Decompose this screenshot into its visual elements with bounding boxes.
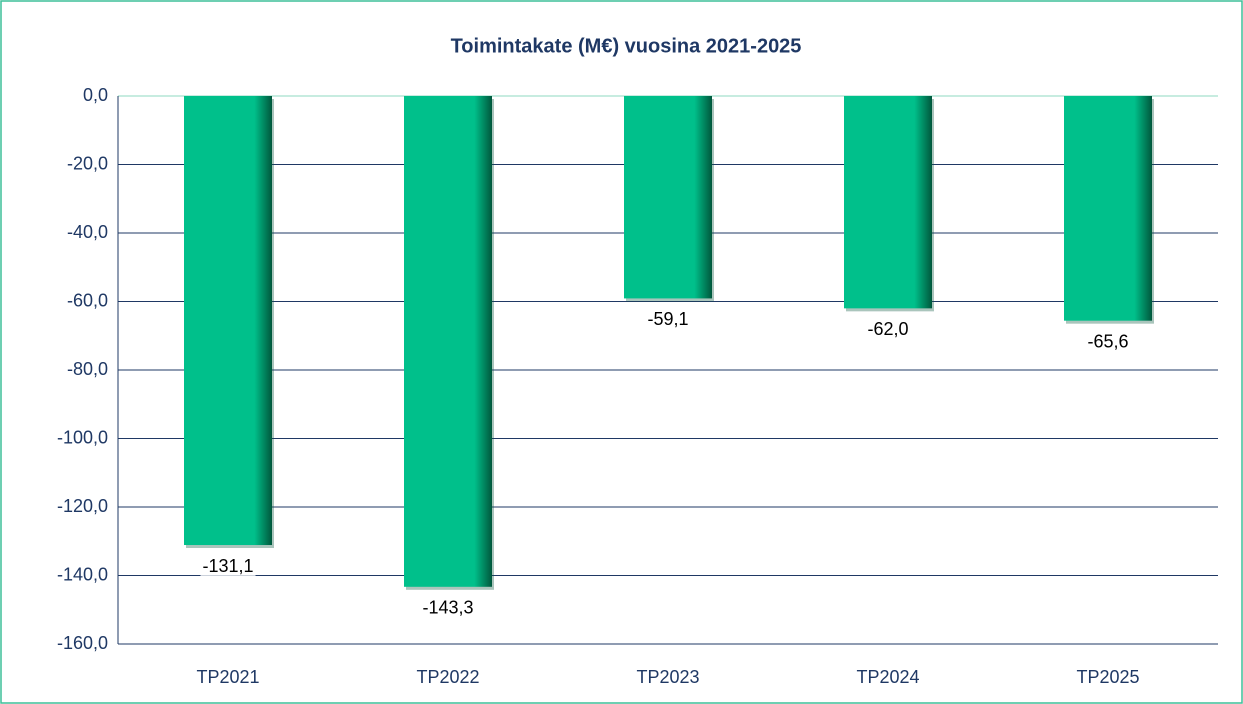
x-tick-label: TP2021	[196, 667, 259, 687]
data-label: -62,0	[867, 319, 908, 339]
x-tick-label: TP2023	[636, 667, 699, 687]
y-tick-label: -140,0	[57, 564, 108, 584]
y-tick-label: -120,0	[57, 496, 108, 516]
bar	[404, 96, 492, 587]
chart-title: Toimintakate (M€) vuosina 2021-2025	[451, 35, 802, 57]
x-tick-label: TP2022	[416, 667, 479, 687]
data-label-bg	[200, 555, 256, 576]
data-label-bg	[865, 319, 911, 340]
data-label: -131,1	[202, 556, 253, 576]
bar	[184, 96, 272, 546]
data-label: -65,6	[1087, 331, 1128, 351]
data-label: -59,1	[647, 309, 688, 329]
bar	[1064, 96, 1152, 321]
y-tick-label: -100,0	[57, 427, 108, 447]
y-tick-label: -80,0	[67, 359, 108, 379]
x-tick-label: TP2024	[856, 667, 919, 687]
y-tick-label: -160,0	[57, 633, 108, 653]
data-label-bg	[645, 309, 691, 330]
bar	[624, 96, 712, 299]
data-label-bg	[1085, 331, 1131, 352]
bar	[844, 96, 932, 309]
x-tick-label: TP2025	[1076, 667, 1139, 687]
y-tick-label: -20,0	[67, 153, 108, 173]
y-tick-label: 0,0	[83, 85, 108, 105]
y-tick-label: -40,0	[67, 222, 108, 242]
data-label-bg	[420, 597, 476, 618]
y-tick-label: -60,0	[67, 290, 108, 310]
data-label: -143,3	[422, 598, 473, 618]
